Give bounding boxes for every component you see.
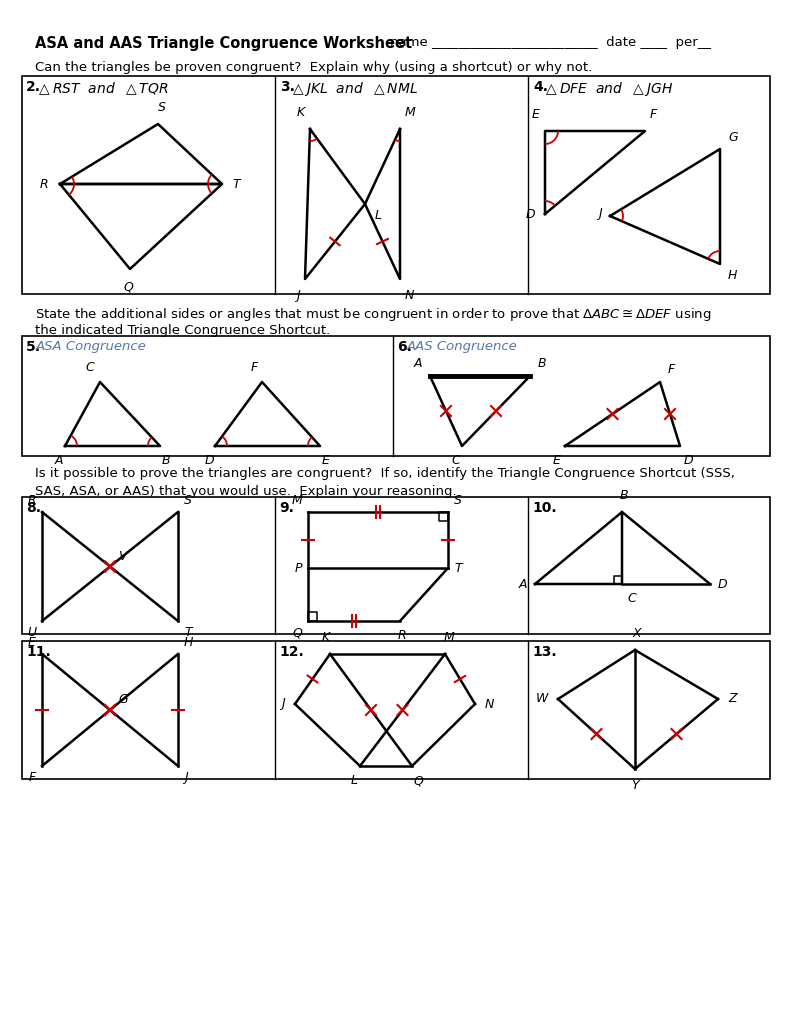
Text: C: C <box>452 454 460 467</box>
Text: name _________________________  date ____  per__: name _________________________ date ____… <box>390 36 711 49</box>
Text: Q: Q <box>123 281 133 294</box>
Text: K: K <box>297 106 305 119</box>
Text: E: E <box>553 454 561 467</box>
Text: State the additional sides or angles that must be congruent in order to prove th: State the additional sides or angles tha… <box>35 306 711 323</box>
Text: R: R <box>40 177 48 190</box>
Text: W: W <box>536 692 548 706</box>
Text: T: T <box>232 177 240 190</box>
Text: A: A <box>414 357 422 370</box>
Bar <box>22 641 770 779</box>
Text: $\triangle DFE$  and  $\triangle JGH$: $\triangle DFE$ and $\triangle JGH$ <box>543 80 673 98</box>
Text: B: B <box>161 454 170 467</box>
Text: 8.: 8. <box>26 501 41 515</box>
Text: D: D <box>204 454 214 467</box>
Text: B: B <box>538 357 547 370</box>
Text: J: J <box>282 697 285 711</box>
Text: K: K <box>322 631 330 644</box>
Text: F: F <box>668 362 676 376</box>
Text: C: C <box>85 361 94 374</box>
Text: H: H <box>728 269 737 282</box>
Text: E: E <box>322 454 330 467</box>
Text: B: B <box>619 489 628 502</box>
Text: T: T <box>184 626 191 639</box>
Text: 13.: 13. <box>532 645 557 659</box>
Text: Q: Q <box>292 626 302 639</box>
Text: N: N <box>405 289 414 302</box>
Text: C: C <box>627 592 636 605</box>
Text: L: L <box>350 774 358 787</box>
Text: R: R <box>398 629 407 642</box>
Text: ASA and AAS Triangle Congruence Worksheet: ASA and AAS Triangle Congruence Workshee… <box>35 36 412 51</box>
Text: 2.: 2. <box>26 80 41 94</box>
Bar <box>22 497 770 634</box>
Text: F: F <box>650 108 657 121</box>
Text: V: V <box>118 550 127 562</box>
Text: S: S <box>158 101 166 114</box>
Text: U: U <box>27 626 36 639</box>
Text: 5.: 5. <box>26 340 41 354</box>
Text: $\triangle RST$  and  $\triangle TQR$: $\triangle RST$ and $\triangle TQR$ <box>36 80 168 96</box>
Text: the indicated Triangle Congruence Shortcut.: the indicated Triangle Congruence Shortc… <box>35 324 331 337</box>
Text: M: M <box>444 631 454 644</box>
Text: 10.: 10. <box>532 501 557 515</box>
Text: M: M <box>405 106 416 119</box>
Text: 3.: 3. <box>280 80 295 94</box>
Text: Is it possible to prove the triangles are congruent?  If so, identify the Triang: Is it possible to prove the triangles ar… <box>35 467 735 480</box>
Text: 11.: 11. <box>26 645 51 659</box>
Text: M: M <box>291 494 302 507</box>
Text: L: L <box>375 209 382 222</box>
Text: E: E <box>28 636 36 649</box>
Text: Z: Z <box>728 692 736 706</box>
Text: ASA Congruence: ASA Congruence <box>36 340 147 353</box>
Bar <box>22 76 770 294</box>
Text: SAS, ASA, or AAS) that you would use.  Explain your reasoning.: SAS, ASA, or AAS) that you would use. Ex… <box>35 485 456 498</box>
Text: D: D <box>525 208 535 220</box>
Bar <box>22 336 770 456</box>
Text: $\triangle JKL$  and  $\triangle NML$: $\triangle JKL$ and $\triangle NML$ <box>290 80 418 98</box>
Text: F: F <box>28 771 36 784</box>
Text: H: H <box>184 636 193 649</box>
Text: P: P <box>294 561 302 574</box>
Text: T: T <box>454 561 462 574</box>
Text: N: N <box>485 697 494 711</box>
Text: G: G <box>118 693 127 706</box>
Text: G: G <box>728 131 738 144</box>
Text: Y: Y <box>631 779 639 792</box>
Text: J: J <box>184 771 187 784</box>
Text: 6.: 6. <box>397 340 412 354</box>
Text: S: S <box>184 494 192 507</box>
Text: D: D <box>683 454 693 467</box>
Text: AAS Congruence: AAS Congruence <box>407 340 518 353</box>
Text: A: A <box>518 578 527 591</box>
Text: 12.: 12. <box>279 645 304 659</box>
Text: J: J <box>297 289 300 302</box>
Text: D: D <box>718 578 728 591</box>
Text: S: S <box>454 494 462 507</box>
Text: J: J <box>598 208 602 220</box>
Text: A: A <box>55 454 63 467</box>
Text: F: F <box>251 361 258 374</box>
Text: R: R <box>28 494 36 507</box>
Text: E: E <box>532 108 540 121</box>
Text: Can the triangles be proven congruent?  Explain why (using a shortcut) or why no: Can the triangles be proven congruent? E… <box>35 61 592 74</box>
Text: X: X <box>633 627 642 640</box>
Text: 4.: 4. <box>533 80 548 94</box>
Text: 9.: 9. <box>279 501 294 515</box>
Text: Q: Q <box>413 774 423 787</box>
